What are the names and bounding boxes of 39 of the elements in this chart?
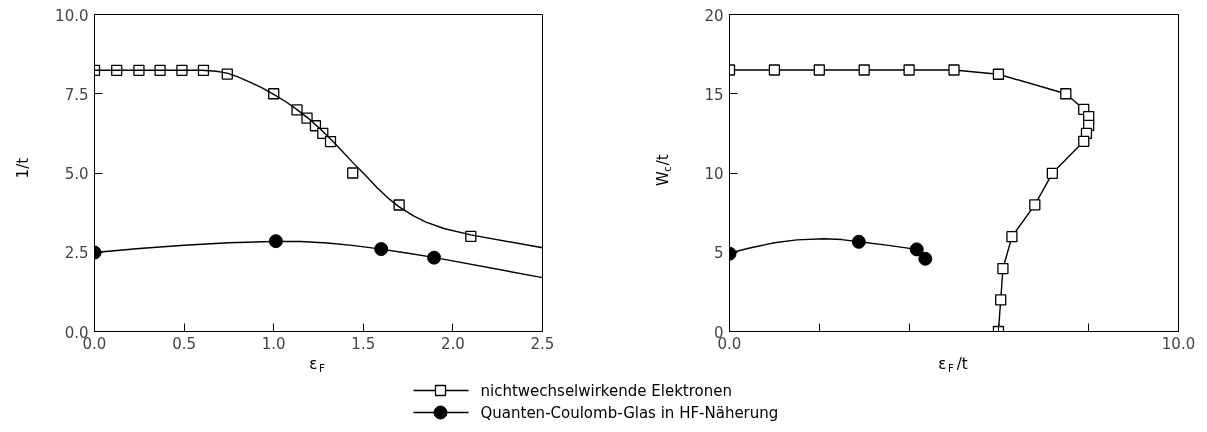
- point: [347, 167, 359, 179]
- x-tick-label: 0.5: [172, 334, 197, 353]
- y-tick-label: 20: [704, 6, 724, 25]
- point: [813, 64, 825, 76]
- point: [374, 242, 389, 257]
- x-tick-label: 1.5: [351, 334, 376, 353]
- point: [903, 64, 915, 76]
- point: [1046, 167, 1058, 179]
- point: [176, 64, 188, 76]
- point: [427, 250, 442, 265]
- y-tick-label: 5: [713, 244, 724, 263]
- point: [1060, 88, 1072, 100]
- point: [133, 64, 145, 76]
- y-axis-title: 1/t: [13, 157, 32, 179]
- point: [997, 262, 1009, 275]
- y-tick-label: 15: [704, 85, 724, 104]
- x-tick-label: 10.0: [1161, 334, 1196, 353]
- point: [1078, 135, 1090, 147]
- point: [948, 64, 960, 76]
- x-tick-label: 1.0: [261, 334, 286, 353]
- point: [995, 294, 1007, 306]
- x-tick-label: 2.0: [440, 334, 465, 353]
- y-tick-label: 2.5: [64, 244, 89, 263]
- point: [154, 64, 166, 76]
- x-tick-label: 2.5: [530, 334, 555, 353]
- y-tick-label: 10: [704, 165, 724, 183]
- point: [851, 234, 866, 249]
- point: [992, 68, 1005, 80]
- point: [858, 64, 870, 76]
- legend-label: nichtwechselwirkende Elektronen: [480, 381, 732, 400]
- legend-label: Quanten-Coulomb-Glas in HF-Näherung: [480, 403, 779, 422]
- point: [1029, 199, 1041, 211]
- y-tick-label: 5.0: [64, 165, 89, 183]
- point: [1006, 231, 1018, 243]
- point: [918, 251, 933, 266]
- y-tick-label: 7.5: [64, 85, 89, 104]
- point: [268, 234, 283, 249]
- y-tick-label: 10.0: [55, 6, 89, 25]
- point: [768, 64, 781, 76]
